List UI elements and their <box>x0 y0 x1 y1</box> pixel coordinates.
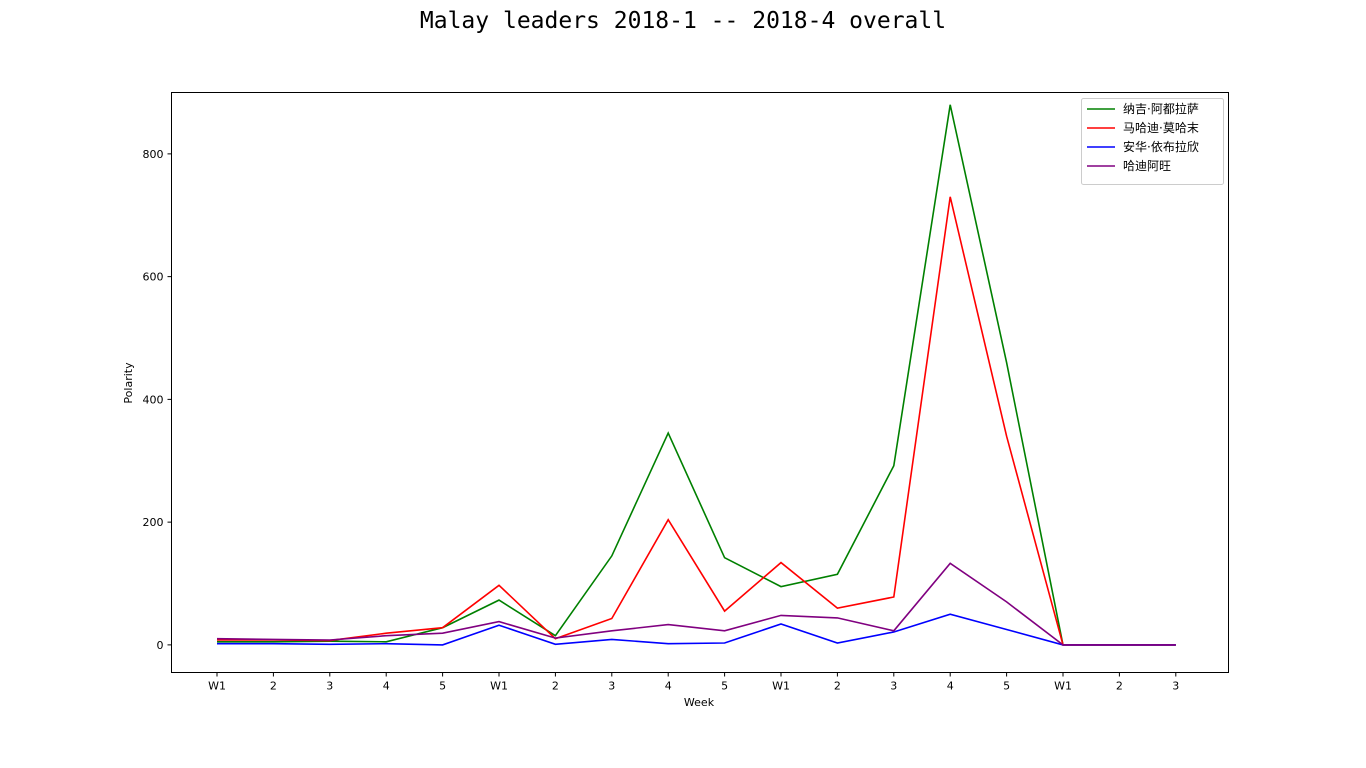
y-tick-label: 600 <box>143 271 164 284</box>
plot-frame <box>171 92 1229 673</box>
y-tick-label: 400 <box>143 393 164 406</box>
x-tick-label: W1 <box>490 680 508 693</box>
chart-title: Malay leaders 2018-1 -- 2018-4 overall <box>419 8 947 34</box>
x-axis: W1 2 3 4 5 W1 2 3 4 5 W1 2 3 4 5 W1 2 3 <box>208 672 1179 693</box>
x-tick-label: 5 <box>721 680 728 693</box>
y-tick-label: 800 <box>143 148 164 161</box>
x-tick-label: 3 <box>890 680 897 693</box>
x-tick-label: 2 <box>834 680 841 693</box>
x-tick-label: 2 <box>270 680 277 693</box>
legend-box <box>1081 98 1224 185</box>
x-tick-label: W1 <box>1054 680 1072 693</box>
series-lines <box>216 104 1176 646</box>
legend-entry-label: 马哈迪·莫哈末 <box>1123 121 1199 135</box>
legend-entry-label: 纳吉·阿都拉萨 <box>1123 101 1199 116</box>
y-tick-label: 0 <box>157 639 164 652</box>
x-tick-label: W1 <box>208 680 226 693</box>
legend-entry-label: 安华·依布拉欣 <box>1123 139 1199 154</box>
series-line-2 <box>217 196 1176 646</box>
x-tick-label: 5 <box>1003 680 1010 693</box>
x-tick-label: 2 <box>552 680 559 693</box>
x-tick-label: 3 <box>608 680 615 693</box>
legend-entry-label: 哈迪阿旺 <box>1123 159 1171 173</box>
x-axis-label: Week <box>684 696 715 709</box>
x-tick-label: W1 <box>772 680 790 693</box>
x-tick-label: 4 <box>947 680 954 693</box>
x-tick-label: 3 <box>1172 680 1179 693</box>
x-tick-label: 4 <box>383 680 390 693</box>
series-line-1 <box>217 104 1176 646</box>
y-axis: 0 200 400 600 800 <box>143 148 172 652</box>
y-axis-label: Polarity <box>122 362 135 404</box>
x-tick-label: 2 <box>1116 680 1123 693</box>
x-tick-label: 4 <box>665 680 672 693</box>
y-tick-label: 200 <box>143 516 164 529</box>
x-tick-label: 5 <box>439 680 446 693</box>
x-tick-label: 3 <box>326 680 333 693</box>
series-line-4 <box>216 562 1176 646</box>
series-line-3 <box>217 613 1176 646</box>
